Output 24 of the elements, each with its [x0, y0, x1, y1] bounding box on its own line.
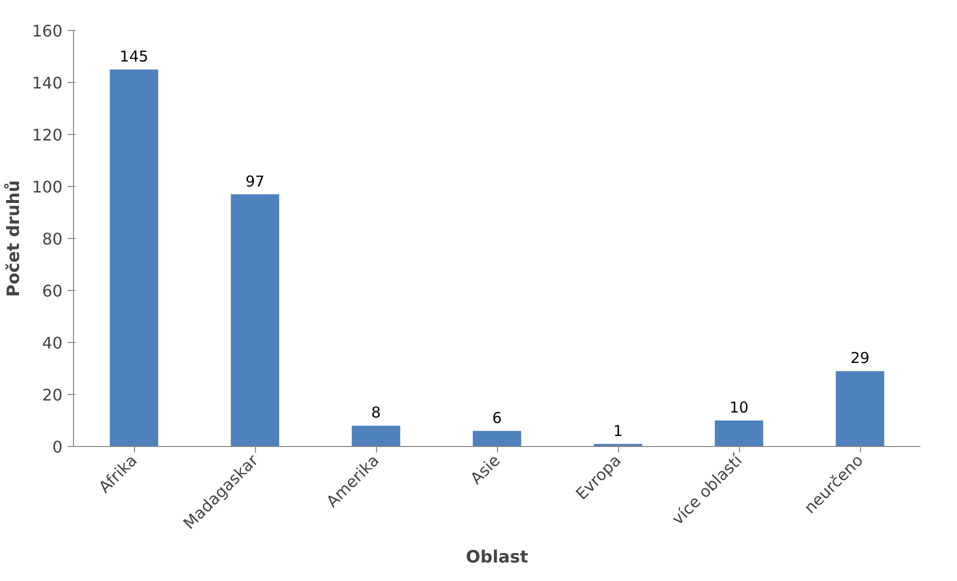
y-tick-label: 0	[52, 438, 63, 456]
y-tick-label: 120	[32, 126, 63, 144]
bar	[472, 430, 522, 446]
data-label: 6	[492, 408, 502, 427]
data-label: 1	[613, 422, 623, 440]
bar	[714, 420, 764, 446]
y-tick-label: 40	[42, 334, 62, 352]
x-axis-title: Oblast	[466, 548, 528, 568]
y-tick-label: 60	[42, 282, 62, 300]
bar	[836, 371, 884, 446]
y-tick-label: 100	[32, 178, 63, 196]
bar	[352, 426, 400, 446]
bar	[230, 194, 280, 446]
data-label: 145	[120, 48, 148, 66]
y-tick-label: 80	[42, 230, 62, 248]
y-tick-label: 160	[32, 22, 63, 40]
bar	[110, 70, 158, 446]
data-label: 29	[850, 349, 870, 368]
data-label: 10	[729, 398, 749, 416]
y-tick-label: 20	[42, 386, 62, 404]
data-label: 8	[371, 404, 381, 422]
y-tick-label: 140	[32, 74, 63, 92]
y-axis-title: Počet druhů	[4, 180, 24, 297]
data-label: 97	[245, 172, 265, 190]
